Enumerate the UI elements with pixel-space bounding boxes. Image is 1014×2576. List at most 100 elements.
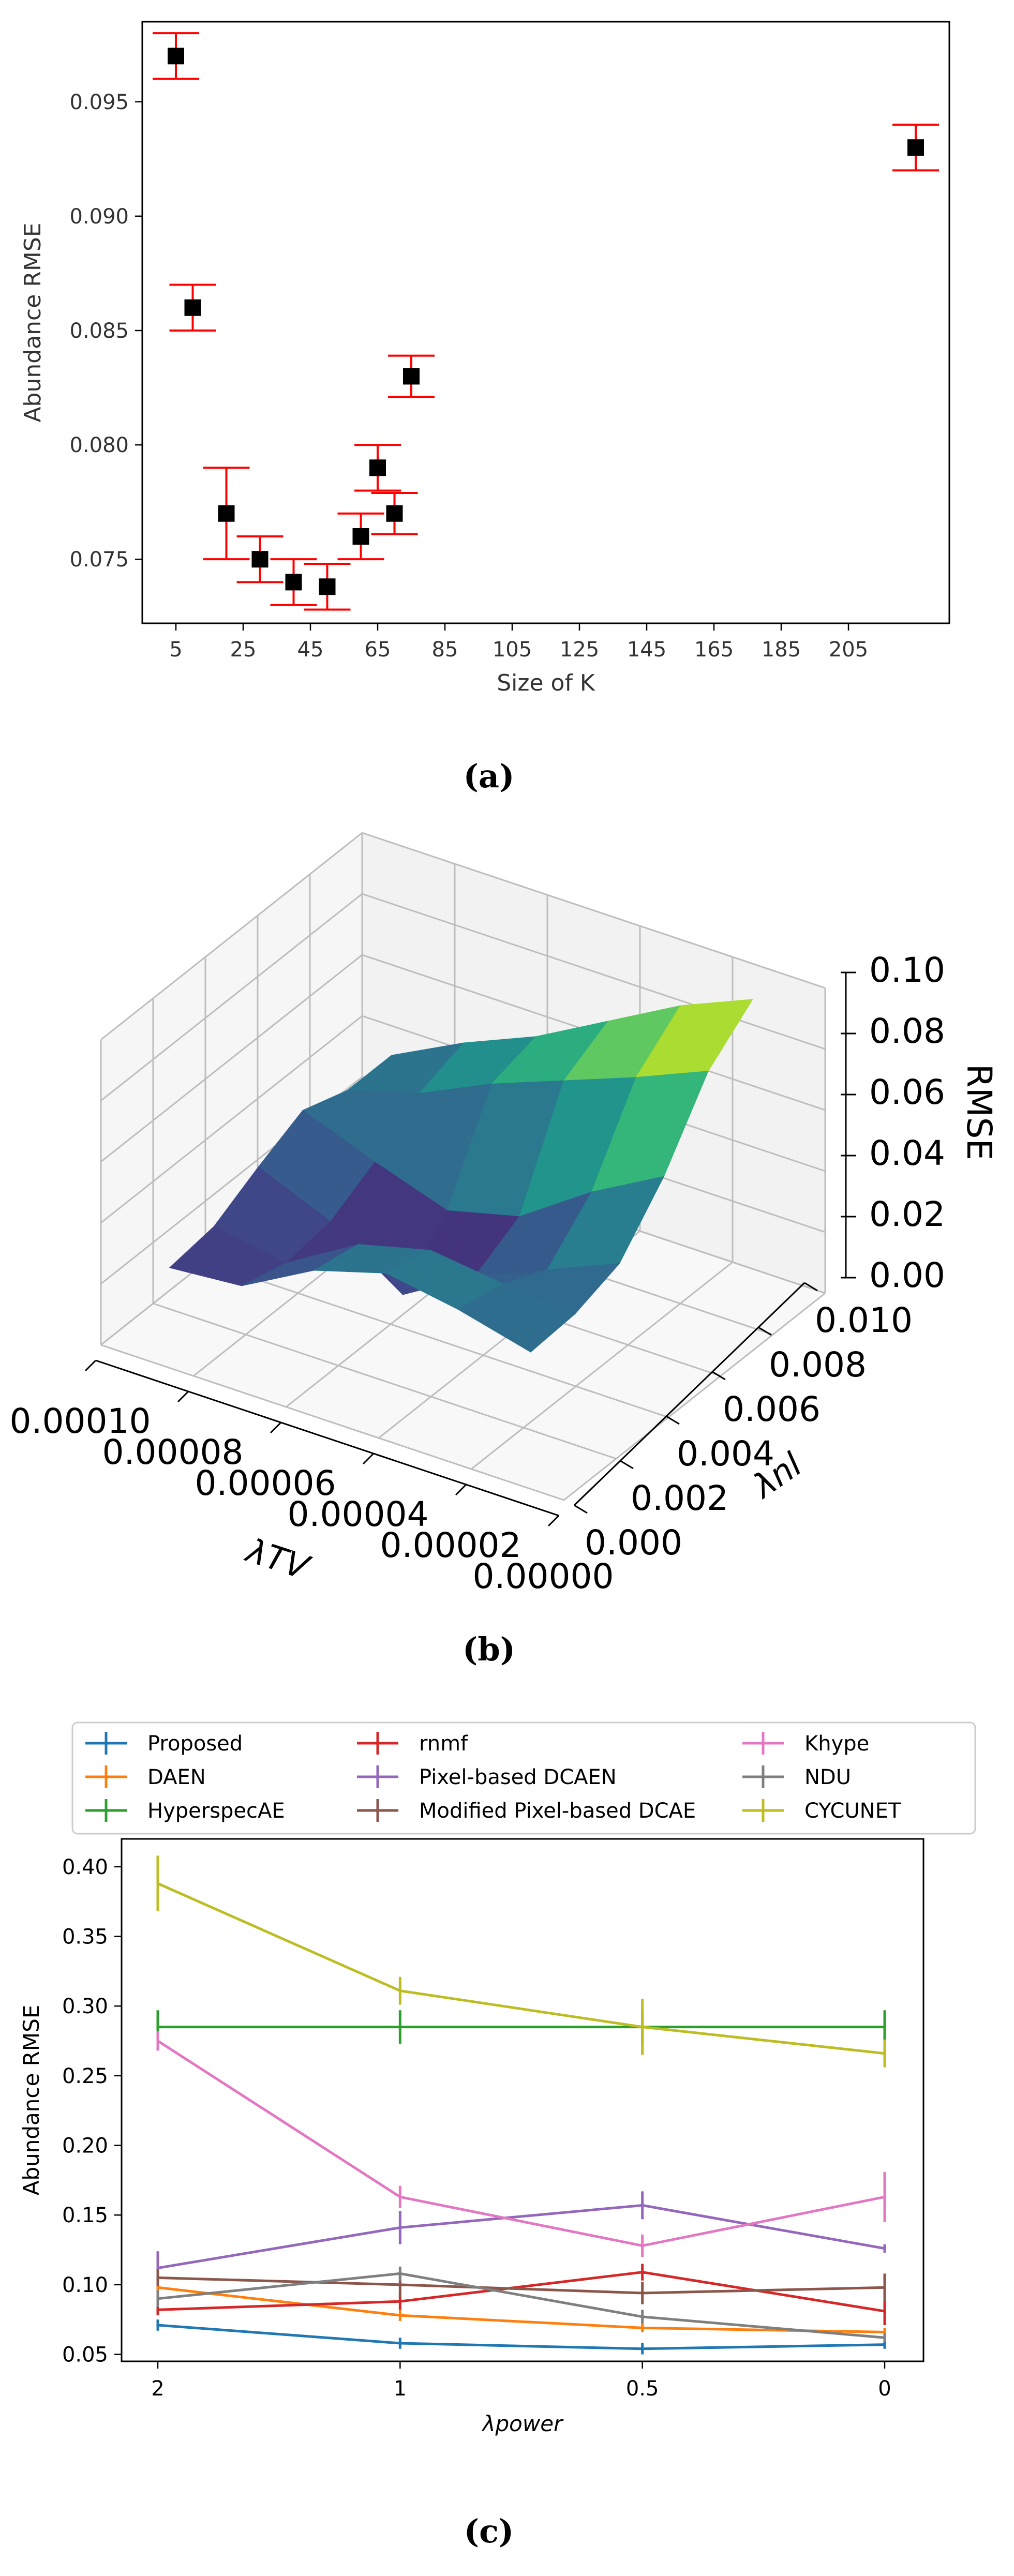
x-tick-mark [362, 1452, 375, 1465]
grid-line [563, 1292, 826, 1501]
y-tick-label: 0.095 [69, 91, 129, 114]
series-line [157, 1882, 885, 2055]
x-axis-line [95, 1359, 559, 1517]
z-tick-label: 0.02 [869, 1194, 945, 1234]
data-point [337, 512, 384, 561]
y-tick-mark [712, 1371, 726, 1381]
data-point [304, 563, 351, 611]
data-point [153, 32, 199, 80]
x-tick-label: 0.00008 [102, 1432, 244, 1472]
series-khype [156, 2031, 886, 2257]
plot-frame-a [141, 21, 950, 624]
grid-line [100, 893, 363, 1102]
square-marker [352, 528, 369, 545]
x-tick-label: 105 [493, 638, 532, 662]
caption-a: (a) [464, 757, 515, 795]
square-marker [386, 505, 403, 522]
legend-item: HyperspecAE [85, 1799, 285, 1823]
series-line [157, 2324, 885, 2350]
x-axis-label: Size of K [497, 670, 595, 696]
series-modified-pixel-based-dcae [156, 2269, 886, 2304]
series-hyperspecae [156, 2010, 886, 2044]
legend-item: Pixel-based DCAEN [357, 1765, 617, 1789]
legend-label: rnmf [419, 1732, 468, 1756]
caption-c: (c) [464, 2512, 514, 2550]
data-point [169, 283, 216, 332]
legend-label: Khype [804, 1732, 869, 1756]
y-tick-mark [574, 1504, 588, 1514]
grid-line [153, 1302, 617, 1460]
y-tick-label: 0.010 [815, 1300, 913, 1340]
y-tick-label: 0.05 [62, 2343, 108, 2367]
side-pane [101, 833, 362, 1345]
data-point [388, 354, 435, 398]
series-pixel-based-dcaen [156, 2191, 886, 2285]
square-marker [168, 48, 184, 65]
y-tick-label: 0.004 [677, 1434, 774, 1474]
legend-item: Modified Pixel-based DCAE [357, 1799, 696, 1823]
y-tick-label: 0.000 [585, 1523, 682, 1563]
x-tick-label: 185 [762, 638, 801, 662]
x-tick-label: 165 [694, 638, 734, 662]
grid-line [471, 1261, 733, 1470]
y-tick-label: 0.002 [631, 1478, 728, 1518]
legend-item: NDU [742, 1765, 851, 1789]
series-line [157, 2276, 885, 2295]
x-tick-label: 0.00004 [288, 1494, 429, 1534]
data-point [371, 491, 418, 535]
y-tick-label: 0.15 [62, 2204, 108, 2227]
data-point [270, 558, 317, 606]
square-marker [184, 299, 201, 316]
x-tick-mark [455, 1484, 467, 1496]
y-tick-label: 0.30 [62, 1995, 108, 2018]
y-tick-mark [758, 1326, 772, 1336]
z-tick-label: 0.10 [869, 950, 945, 990]
legend: Proposed DAEN HyperspecAE rnmf Pixel-based D… [71, 1721, 976, 1835]
legend-label: Pixel-based DCAEN [419, 1765, 617, 1789]
legend-label: Modified Pixel-based DCAE [419, 1799, 696, 1823]
legend-item: Proposed [85, 1732, 243, 1756]
x-tick-label: 1 [394, 2377, 407, 2401]
y-tick-label: 0.25 [62, 2064, 108, 2088]
legend-label: HyperspecAE [147, 1799, 285, 1823]
grid-line [100, 832, 363, 1041]
grid-line [362, 832, 826, 989]
legend-frame [71, 1721, 976, 1835]
grid-line [100, 1015, 363, 1224]
series-line [157, 2272, 885, 2339]
square-marker [251, 551, 269, 568]
y-tick-label: 0.080 [69, 433, 129, 457]
x-tick-label: 205 [829, 638, 868, 662]
grid-line [100, 954, 363, 1163]
series-cycunet [156, 1855, 886, 2068]
caption-b: (b) [463, 1630, 515, 1668]
legend-item: DAEN [85, 1765, 206, 1789]
y-tick-label: 0.090 [69, 205, 129, 229]
square-marker [218, 505, 235, 522]
z-tick-label: 0.00 [869, 1255, 945, 1295]
y-axis-label: Abundance RMSE [20, 222, 46, 422]
x-tick-label: 85 [432, 638, 458, 662]
series-line [157, 2204, 885, 2270]
legend-label: DAEN [147, 1765, 206, 1789]
x-tick-label: 0.00006 [195, 1463, 336, 1503]
y-tick-label: 0.10 [62, 2273, 108, 2297]
x-tick-label: 0.00000 [473, 1556, 614, 1596]
series-proposed [156, 2319, 886, 2355]
x-tick-label: 65 [365, 638, 391, 662]
x-tick-mark [547, 1515, 560, 1527]
legend-label: CYCUNET [804, 1799, 901, 1823]
legend-label: NDU [804, 1765, 851, 1789]
y-tick-mark [666, 1415, 680, 1425]
grid-line [100, 1344, 564, 1501]
data-point [236, 535, 284, 583]
y-tick-label: 0.075 [69, 548, 129, 572]
y-tick-label: 0.006 [723, 1389, 821, 1429]
data-point [203, 467, 250, 561]
z-tick-label: 0.06 [869, 1072, 945, 1112]
x-tick-label: 2 [151, 2377, 164, 2401]
y-tick-label: 0.008 [769, 1345, 867, 1385]
series-daen [156, 2282, 886, 2337]
y-tick-label: 0.20 [62, 2134, 108, 2158]
